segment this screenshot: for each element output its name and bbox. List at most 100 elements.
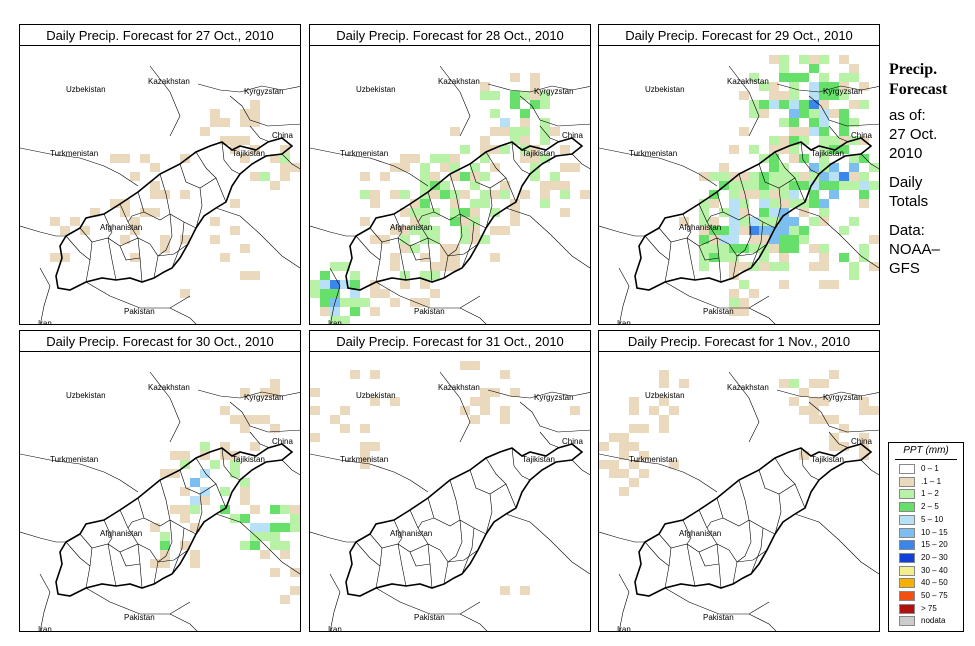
precip-cell <box>699 172 709 181</box>
data-label-1: Data: <box>889 222 925 239</box>
precip-cell <box>699 262 709 271</box>
precip-cell <box>180 289 190 298</box>
precip-cell <box>420 163 430 172</box>
precip-cell <box>500 190 510 199</box>
precip-cell <box>390 226 400 235</box>
precip-cell <box>160 469 170 478</box>
map-svg: Kazakhstan Uzbekistan Kyrgyzstan China Tajik… <box>599 370 879 631</box>
precip-cell <box>500 226 510 235</box>
province-border <box>375 547 383 589</box>
province-border <box>427 543 433 589</box>
province-border <box>774 187 782 229</box>
precip-cell <box>180 451 190 460</box>
country-border <box>571 153 590 170</box>
province-border <box>800 141 820 175</box>
country-border <box>229 95 300 127</box>
precip-cell <box>739 226 749 235</box>
precip-cell <box>320 298 330 307</box>
precip-cell <box>290 523 300 532</box>
precip-cell <box>699 208 709 217</box>
precip-cell <box>280 541 290 550</box>
country-border <box>310 147 429 187</box>
province-border <box>664 547 672 589</box>
precip-cell <box>849 163 859 172</box>
precip-cell <box>779 64 789 73</box>
precip-cell <box>310 280 320 289</box>
precip-cell <box>250 100 260 109</box>
precip-cell <box>809 100 819 109</box>
province-border <box>157 549 189 563</box>
precip-cell <box>270 181 280 190</box>
country-label: Kazakhstan <box>438 77 480 86</box>
precip-cell <box>779 262 789 271</box>
country-border <box>249 431 271 449</box>
precip-cell <box>580 190 590 199</box>
legend-swatch <box>899 565 915 576</box>
precip-cell <box>240 109 250 118</box>
precip-cell <box>570 406 580 415</box>
precip-cell <box>749 289 759 298</box>
precip-cell <box>859 397 869 406</box>
province-border <box>774 151 796 179</box>
precip-cell <box>809 91 819 100</box>
precip-cell <box>619 451 629 460</box>
precip-cell <box>749 172 759 181</box>
country-border <box>748 307 776 324</box>
province-border <box>369 533 441 553</box>
panel-title: Daily Precip. Forecast for 29 Oct., 2010 <box>598 24 880 46</box>
country-border <box>539 431 561 449</box>
precip-cell <box>180 541 190 550</box>
country-label: Tajikistan <box>522 149 555 158</box>
country-label: Tajikistan <box>811 455 844 464</box>
country-label: Turkmenistan <box>340 455 388 464</box>
precip-cell <box>150 163 160 172</box>
precip-cell <box>779 226 789 235</box>
ppt-legend: PPT (mm) 0 – 1 .1 – 1 1 – 2 2 – 5 5 – 10 10 –… <box>888 442 964 632</box>
precip-cell <box>500 406 510 415</box>
precip-cell <box>769 55 779 64</box>
province-border <box>716 497 750 527</box>
precip-cell <box>190 505 200 514</box>
country-border <box>375 281 481 309</box>
legend-label: 10 – 15 <box>921 527 948 537</box>
country-border <box>664 281 770 309</box>
precip-cell <box>240 118 250 127</box>
precip-cell <box>410 154 420 163</box>
precip-cell <box>400 244 410 253</box>
precip-cell <box>819 163 829 172</box>
precip-cell <box>360 190 370 199</box>
precip-cell <box>420 280 430 289</box>
country-border <box>828 125 850 143</box>
precip-cell <box>330 280 340 289</box>
country-border <box>599 225 645 237</box>
precip-cell <box>859 190 869 199</box>
precip-cell <box>130 172 140 181</box>
precip-cell <box>560 190 570 199</box>
precip-cell <box>819 262 829 271</box>
precip-cell <box>270 154 280 163</box>
precip-cell <box>350 298 360 307</box>
province-border <box>107 237 117 281</box>
country-border <box>664 587 770 615</box>
precip-cell <box>500 586 510 595</box>
precip-cell <box>550 181 560 190</box>
province-border <box>79 227 151 247</box>
country-label: China <box>272 437 293 446</box>
precip-cell <box>490 190 500 199</box>
country-border <box>375 587 481 615</box>
legend-label: 5 – 10 <box>921 514 944 524</box>
country-border <box>487 83 590 93</box>
precip-cell <box>530 100 540 109</box>
precip-cell <box>290 163 300 172</box>
country-label: Uzbekistan <box>645 85 685 94</box>
precip-cell <box>500 181 510 190</box>
country-label: Kazakhstan <box>727 77 769 86</box>
legend-label: 15 – 20 <box>921 540 948 550</box>
precip-cell <box>520 154 530 163</box>
province-border <box>85 241 93 283</box>
country-border <box>728 371 760 443</box>
precip-cell <box>400 190 410 199</box>
precip-cell <box>829 109 839 118</box>
precip-cell <box>330 316 340 324</box>
precip-cell <box>629 397 639 406</box>
